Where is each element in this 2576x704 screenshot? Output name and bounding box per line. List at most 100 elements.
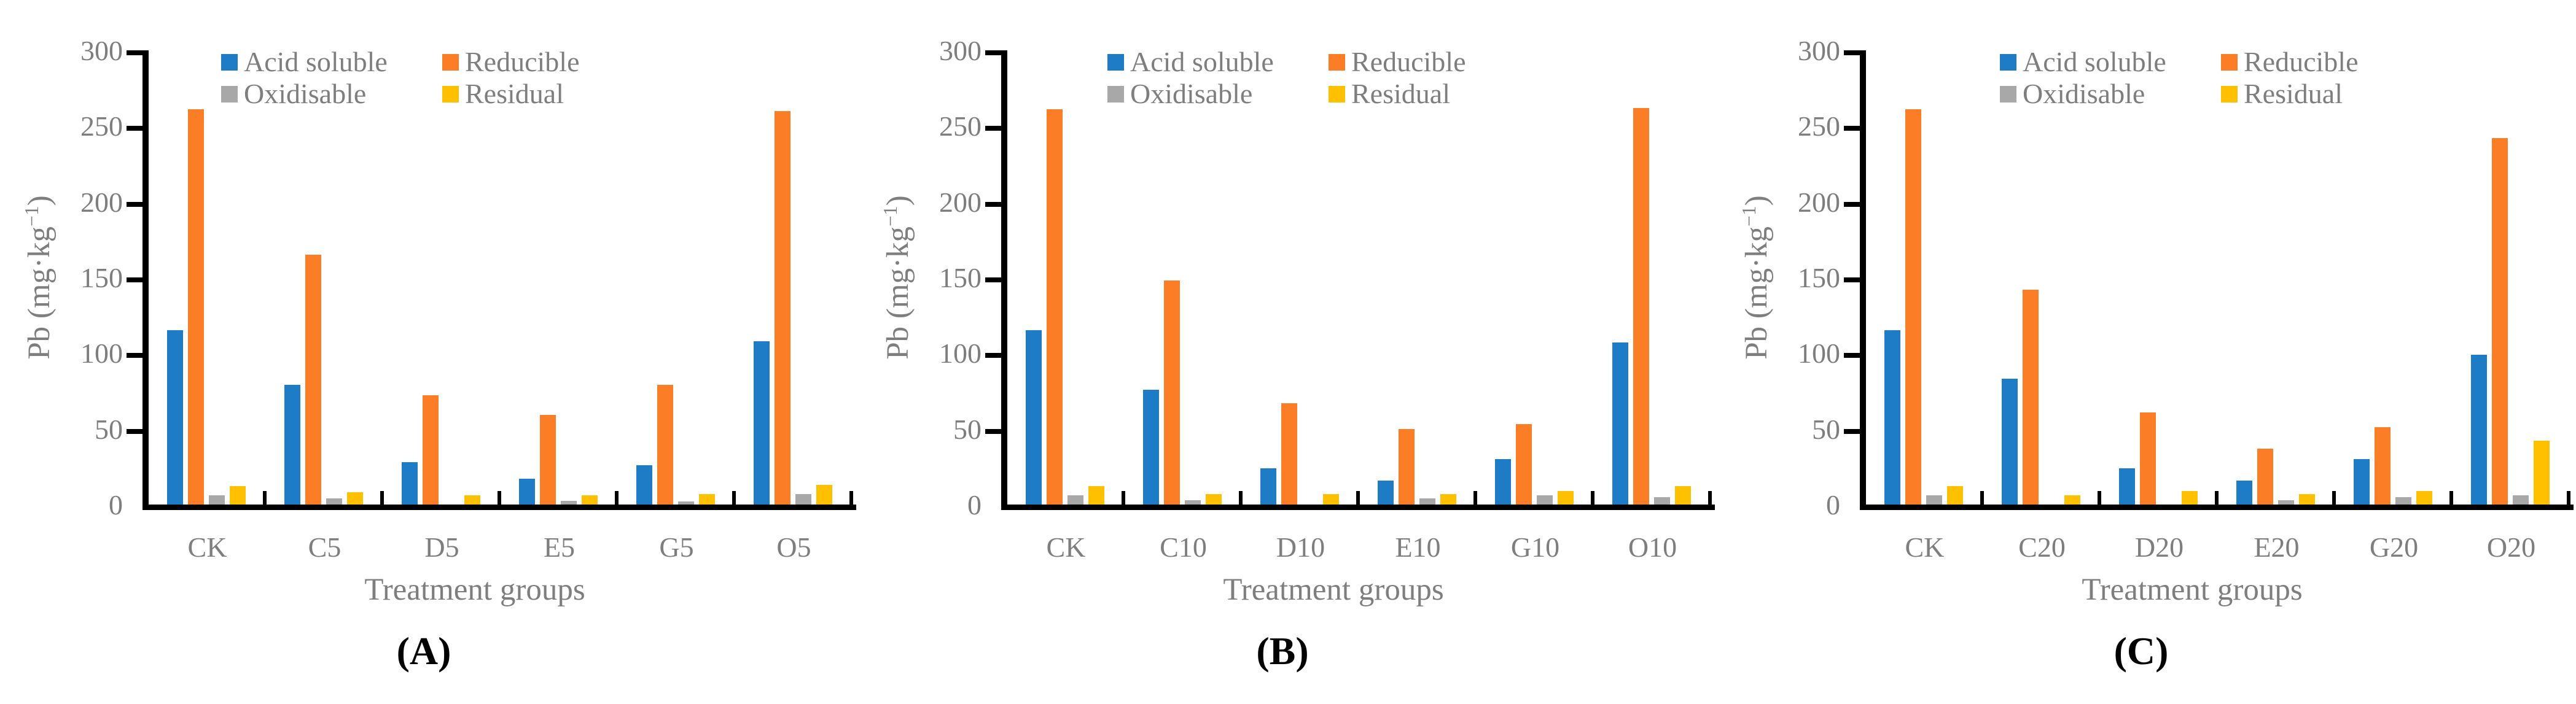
legend-label-reducible: Reducible — [465, 46, 580, 77]
y-axis-title-text: Pb (mg·kg — [22, 226, 57, 360]
bar-oxidisable-ck — [209, 495, 225, 505]
y-axis-tick — [127, 277, 142, 282]
bar-reducible-ck — [1905, 109, 1921, 505]
y-tick-label: 50 — [1812, 413, 1840, 445]
x-axis-boundary-tick — [2449, 491, 2453, 505]
acid-soluble-swatch-icon — [2000, 53, 2016, 71]
bar-oxidisable-e10 — [1419, 498, 1435, 505]
x-axis-title: Treatment groups — [1223, 573, 1444, 607]
bar-oxidisable-g5 — [678, 501, 694, 505]
y-axis-title: Pb (mg·kg−1) — [1733, 195, 1774, 360]
bar-oxidisable-ck — [1926, 495, 1942, 505]
y-axis-title-text: Pb (mg·kg — [1739, 226, 1774, 360]
reducible-swatch-icon — [442, 53, 459, 71]
bar-reducible-e20 — [2257, 449, 2273, 505]
y-tick-label: 300 — [80, 35, 123, 66]
x-axis-boundary-tick — [380, 491, 384, 505]
x-axis-line — [1001, 505, 1715, 510]
legend-item-residual: Residual — [442, 78, 564, 110]
y-axis-tick — [127, 428, 142, 434]
category-label-o10: O10 — [1628, 532, 1677, 563]
y-axis-tick — [127, 201, 142, 207]
legend-item-oxidisable: Oxidisable — [1107, 78, 1252, 110]
legend-item-oxidisable: Oxidisable — [221, 78, 366, 110]
category-label-d5: D5 — [424, 532, 459, 563]
y-tick-label: 150 — [1798, 262, 1840, 293]
y-axis-spine — [1001, 50, 1007, 510]
y-axis-tick — [127, 353, 142, 358]
x-axis-boundary-tick — [2332, 491, 2336, 505]
bar-acid-soluble-d10 — [1260, 468, 1276, 505]
bar-residual-o5 — [816, 485, 832, 505]
category-label-ck: CK — [187, 532, 227, 563]
y-axis-title-close-paren: ) — [881, 195, 915, 206]
y-tick-label: 200 — [939, 186, 982, 218]
y-axis-spine — [1860, 50, 1866, 510]
x-axis-boundary-tick — [849, 491, 853, 505]
category-label-d20: D20 — [2134, 532, 2184, 563]
y-axis-title: Pb (mg·kg−1) — [16, 195, 57, 360]
y-axis-title-text: Pb (mg·kg — [881, 226, 915, 360]
legend-label-acid-soluble: Acid soluble — [1130, 46, 1274, 77]
x-axis-boundary-tick — [1239, 491, 1243, 505]
bar-acid-soluble-ck — [1026, 330, 1042, 505]
y-axis-tick — [1844, 126, 1860, 131]
bar-acid-soluble-ck — [1884, 330, 1900, 505]
legend-label-residual: Residual — [465, 78, 564, 109]
panel-c: 0 50 100 150 200 250 300 Pb (mg·kg−1) CK C20 D20 E2… — [1717, 0, 2576, 704]
y-axis-title-close-paren: ) — [1739, 195, 1774, 206]
y-tick-label: 50 — [95, 413, 123, 445]
bar-reducible-e5 — [540, 415, 556, 505]
y-tick-label: 150 — [939, 262, 982, 293]
bar-reducible-o5 — [775, 111, 790, 505]
bar-oxidisable-g10 — [1537, 495, 1553, 505]
y-axis-tick — [127, 126, 142, 131]
bar-acid-soluble-g20 — [2354, 459, 2370, 505]
legend-label-reducible: Reducible — [2244, 46, 2359, 77]
bar-residual-g5 — [699, 494, 715, 505]
legend-item-reducible: Reducible — [1329, 46, 1466, 78]
y-axis-tick — [985, 50, 1001, 55]
y-axis-tick — [127, 50, 142, 55]
y-tick-label: 250 — [80, 110, 123, 142]
bar-oxidisable-g20 — [2395, 497, 2411, 505]
bar-oxidisable-o10 — [1654, 497, 1670, 505]
legend-item-acid-soluble: Acid soluble — [221, 46, 388, 78]
residual-swatch-icon — [442, 85, 459, 103]
legend-item-oxidisable: Oxidisable — [2000, 78, 2145, 110]
category-label-g20: G20 — [2369, 532, 2419, 563]
bar-residual-c20 — [2064, 495, 2080, 505]
y-axis-tick — [985, 353, 1001, 358]
y-axis-tick — [1844, 277, 1860, 282]
bar-reducible-g20 — [2375, 427, 2391, 505]
bar-acid-soluble-e5 — [519, 479, 535, 505]
legend-label-oxidisable: Oxidisable — [1130, 78, 1253, 109]
bar-acid-soluble-o5 — [754, 341, 770, 505]
bar-residual-e10 — [1440, 494, 1456, 505]
legend-item-acid-soluble: Acid soluble — [2000, 46, 2166, 78]
y-axis-title-superscript: −1 — [1738, 206, 1760, 226]
acid-soluble-swatch-icon — [221, 53, 238, 71]
oxidisable-swatch-icon — [2000, 85, 2016, 103]
category-label-c5: C5 — [308, 532, 342, 563]
x-axis-line — [1860, 505, 2574, 510]
category-label-ck: CK — [1905, 532, 1945, 563]
bar-residual-c10 — [1206, 494, 1222, 505]
y-tick-label: 0 — [109, 489, 123, 520]
y-tick-label: 250 — [939, 110, 982, 142]
bar-reducible-o10 — [1633, 108, 1649, 505]
acid-soluble-swatch-icon — [1107, 53, 1124, 71]
x-axis-boundary-tick — [2567, 491, 2570, 505]
panel-letter: (B) — [1256, 629, 1309, 673]
y-axis-tick — [1844, 201, 1860, 207]
y-tick-label: 100 — [80, 338, 123, 369]
bar-acid-soluble-c20 — [2002, 379, 2018, 505]
bar-reducible-ck — [188, 109, 204, 505]
bar-acid-soluble-c5 — [284, 385, 300, 505]
y-axis-tick — [1844, 50, 1860, 55]
bar-residual-o10 — [1675, 486, 1691, 505]
x-axis-title: Treatment groups — [2082, 573, 2303, 607]
y-tick-label: 50 — [953, 413, 982, 445]
x-axis-boundary-tick — [1122, 491, 1125, 505]
bar-residual-d10 — [1323, 494, 1339, 505]
